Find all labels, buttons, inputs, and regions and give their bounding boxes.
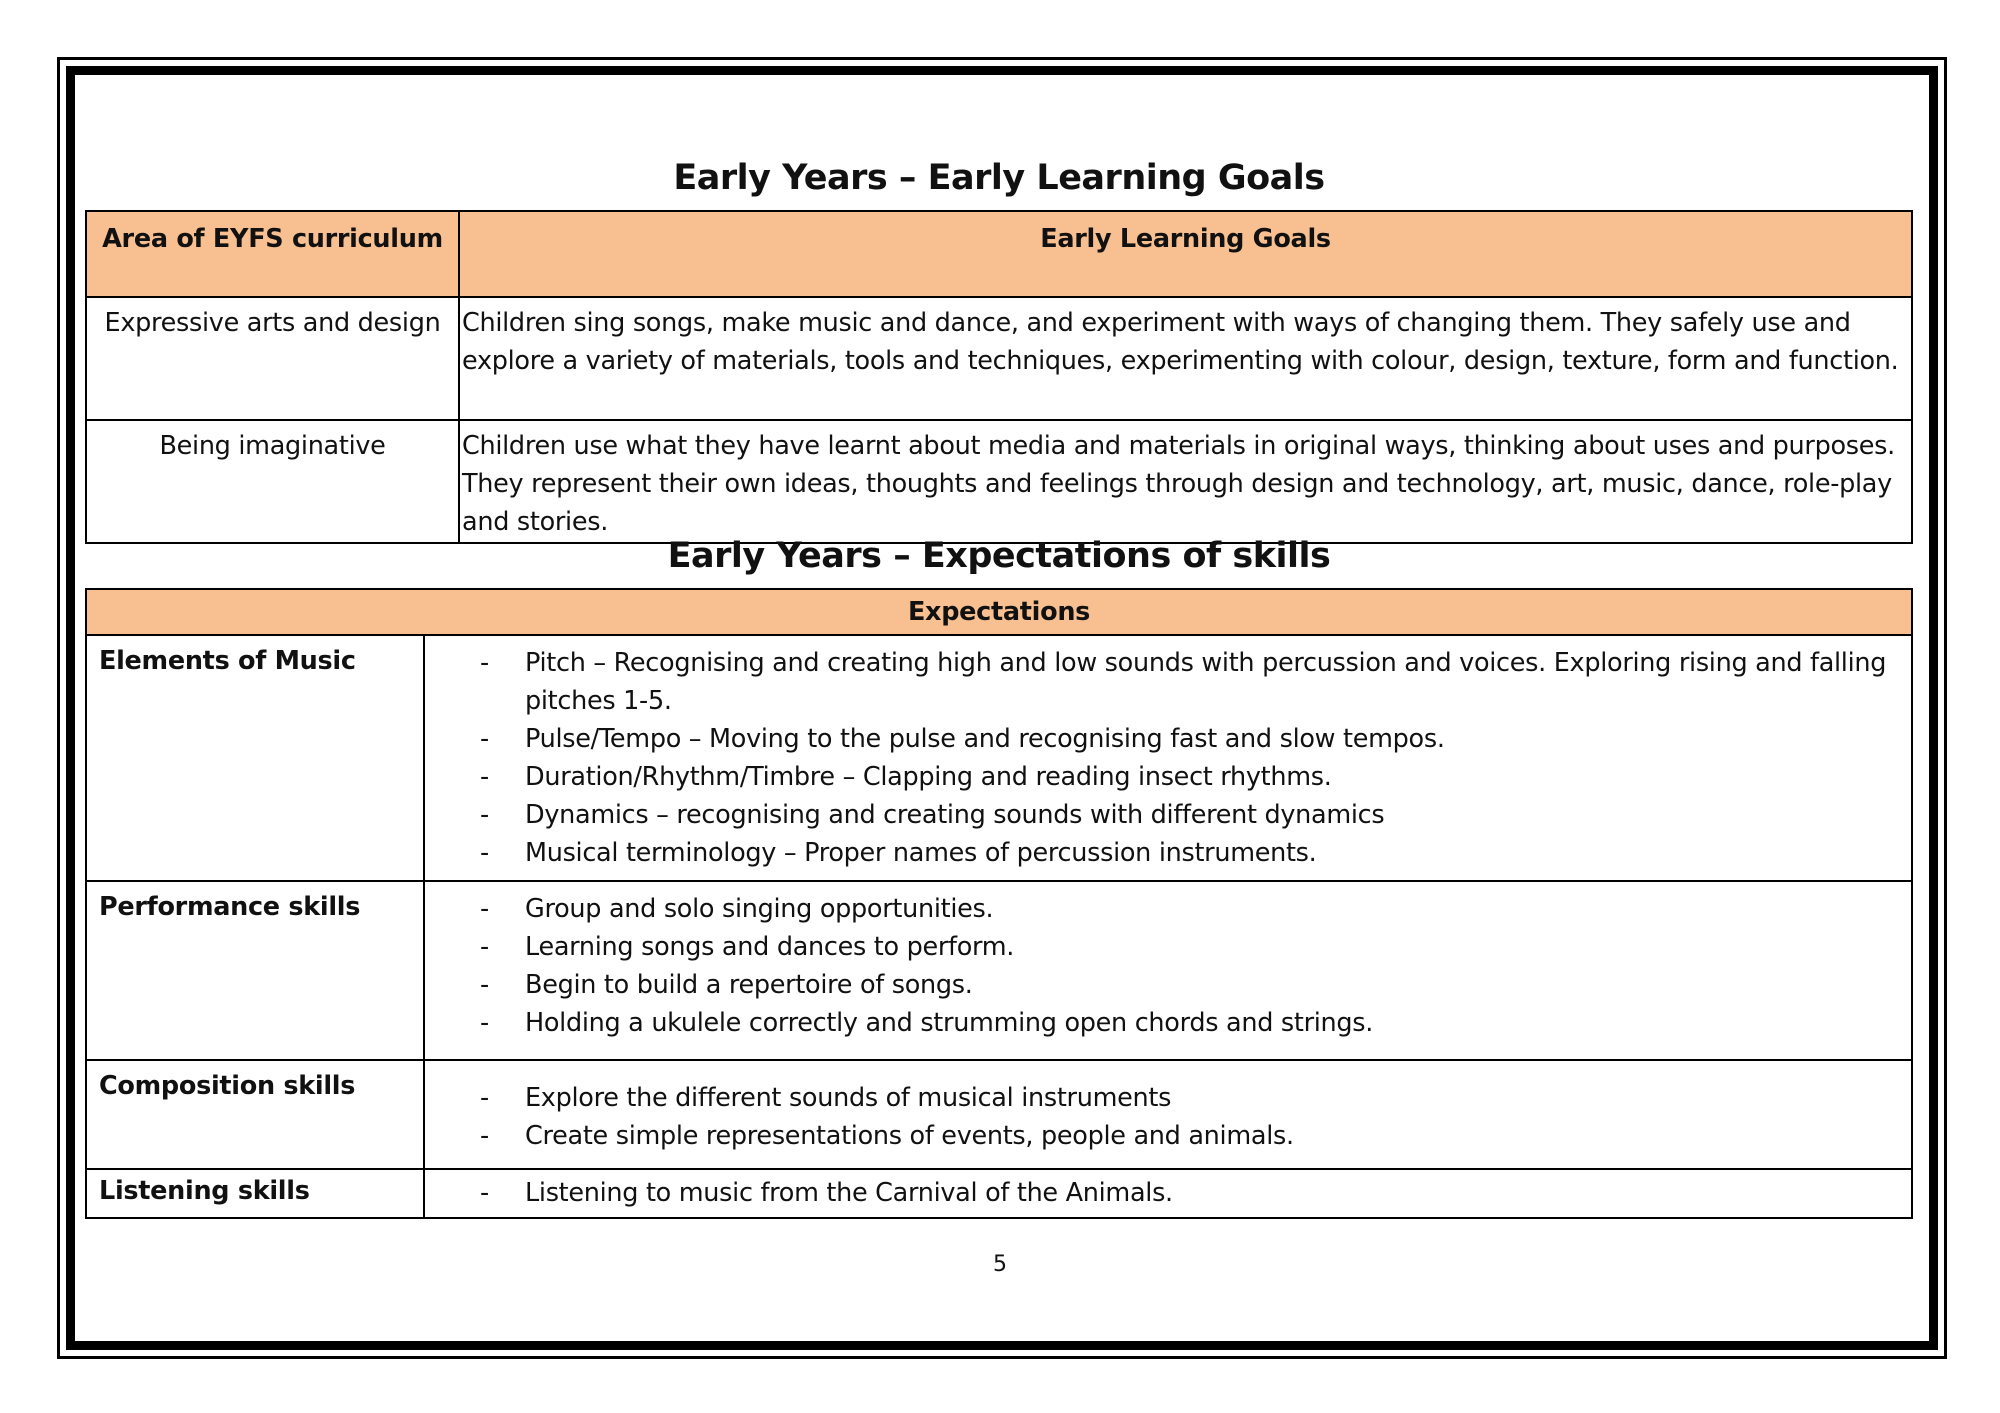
skill-item: - Create simple representations of events… [425,1117,1891,1155]
skill-item: - Listening to music from the Carnival of… [425,1174,1891,1212]
skill-list: - Group and solo singing opportunities. - L… [425,890,1891,1042]
bullet-dash: - [480,894,489,924]
early-learning-goals-table: Area of EYFS curriculum Early Learning G… [85,210,1913,544]
table-row: Expressive arts and design Children sing… [85,296,1913,421]
table-row: Composition skills - Explore the differen… [85,1059,1913,1170]
table-row: Elements of Music - Pitch – Recognising a… [85,634,1913,882]
skill-list: - Pitch – Recognising and creating high a… [425,644,1891,872]
bullet-dash: - [480,800,489,830]
goal-cell: Children sing songs, make music and danc… [458,296,1913,421]
goal-cell: Children use what they have learnt about… [458,419,1913,544]
page-border-inner [66,66,1938,1350]
expectations-table: Expectations Elements of Music - Pitch – … [85,588,1913,1219]
bullet-dash: - [480,932,489,962]
skill-item-text: Musical terminology – Proper names of pe… [525,838,1317,868]
skill-item: - Group and solo singing opportunities. [425,890,1891,928]
header-goals: Early Learning Goals [458,210,1913,298]
skill-item: - Learning songs and dances to perform. [425,928,1891,966]
skill-item: - Pitch – Recognising and creating high a… [425,644,1891,720]
skills-title: Early Years – Expectations of skills [667,536,1331,576]
skill-item-text: Duration/Rhythm/Timbre – Clapping and re… [525,762,1332,792]
skill-item-text: Learning songs and dances to perform. [525,932,1015,962]
skill-item-text: Holding a ukulele correctly and strummin… [525,1008,1374,1038]
skill-item-text: Explore the different sounds of musical … [525,1083,1172,1113]
skill-item: - Dynamics – recognising and creating sou… [425,796,1891,834]
bullet-dash: - [480,1121,489,1151]
skill-item-text: Listening to music from the Carnival of … [525,1178,1173,1208]
bullet-dash: - [480,724,489,754]
table-header-row: Expectations [85,588,1913,636]
area-cell: Expressive arts and design [85,296,460,421]
bullet-dash: - [480,970,489,1000]
skill-list: - Explore the different sounds of musical… [425,1079,1891,1155]
skill-item-text: Dynamics – recognising and creating soun… [525,800,1385,830]
skill-item: - Begin to build a repertoire of songs. [425,966,1891,1004]
skill-item-text: Group and solo singing opportunities. [525,894,994,924]
table-header-row: Area of EYFS curriculum Early Learning G… [85,210,1913,298]
bullet-dash: - [480,1008,489,1038]
skill-item-text: Pulse/Tempo – Moving to the pulse and re… [525,724,1445,754]
table-row: Listening skills - Listening to music fro… [85,1168,1913,1219]
skill-item: - Duration/Rhythm/Timbre – Clapping and r… [425,758,1891,796]
goals-title: Early Years – Early Learning Goals [673,158,1325,198]
skill-item-text: Create simple representations of events,… [525,1121,1294,1151]
bullet-dash: - [480,838,489,868]
skill-label: Performance skills [85,880,425,1061]
skill-item: - Pulse/Tempo – Moving to the pulse and r… [425,720,1891,758]
skill-item-text: Pitch – Recognising and creating high an… [525,648,1887,716]
skill-item: - Holding a ukulele correctly and strummi… [425,1004,1891,1042]
header-expectations: Expectations [85,588,1913,636]
bullet-dash: - [480,1083,489,1113]
table-row: Being imaginative Children use what they… [85,419,1913,544]
skill-label: Elements of Music [85,634,425,882]
area-cell: Being imaginative [85,419,460,544]
skill-label: Listening skills [85,1168,425,1219]
table-row: Performance skills - Group and solo singi… [85,880,1913,1061]
skill-item: - Musical terminology – Proper names of p… [425,834,1891,872]
page-number: 5 [993,1252,1007,1277]
bullet-dash: - [480,762,489,792]
page-border-outer [57,57,1947,1359]
skill-item-text: Begin to build a repertoire of songs. [525,970,973,1000]
skill-list: - Listening to music from the Carnival of… [425,1174,1891,1212]
header-area: Area of EYFS curriculum [85,210,460,298]
skill-label: Composition skills [85,1059,425,1170]
bullet-dash: - [480,1178,489,1208]
skill-item: - Explore the different sounds of musical… [425,1079,1891,1117]
bullet-dash: - [480,648,489,678]
